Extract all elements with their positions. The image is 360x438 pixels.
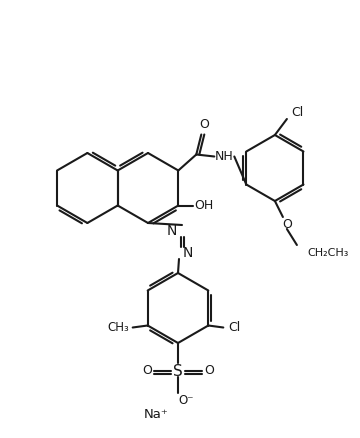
Text: Cl: Cl <box>291 106 303 119</box>
Text: N: N <box>183 246 193 260</box>
Text: S: S <box>173 364 183 378</box>
Text: Na⁺: Na⁺ <box>144 409 168 421</box>
Text: O: O <box>204 364 214 378</box>
Text: CH₂CH₃: CH₂CH₃ <box>307 248 348 258</box>
Text: CH₃: CH₃ <box>108 321 130 334</box>
Text: O: O <box>282 219 292 232</box>
Text: O: O <box>142 364 152 378</box>
Text: OH: OH <box>195 199 214 212</box>
Text: NH: NH <box>215 150 234 163</box>
Text: O: O <box>199 118 209 131</box>
Text: O⁻: O⁻ <box>178 393 194 406</box>
Text: N: N <box>167 224 177 238</box>
Text: Cl: Cl <box>228 321 240 334</box>
